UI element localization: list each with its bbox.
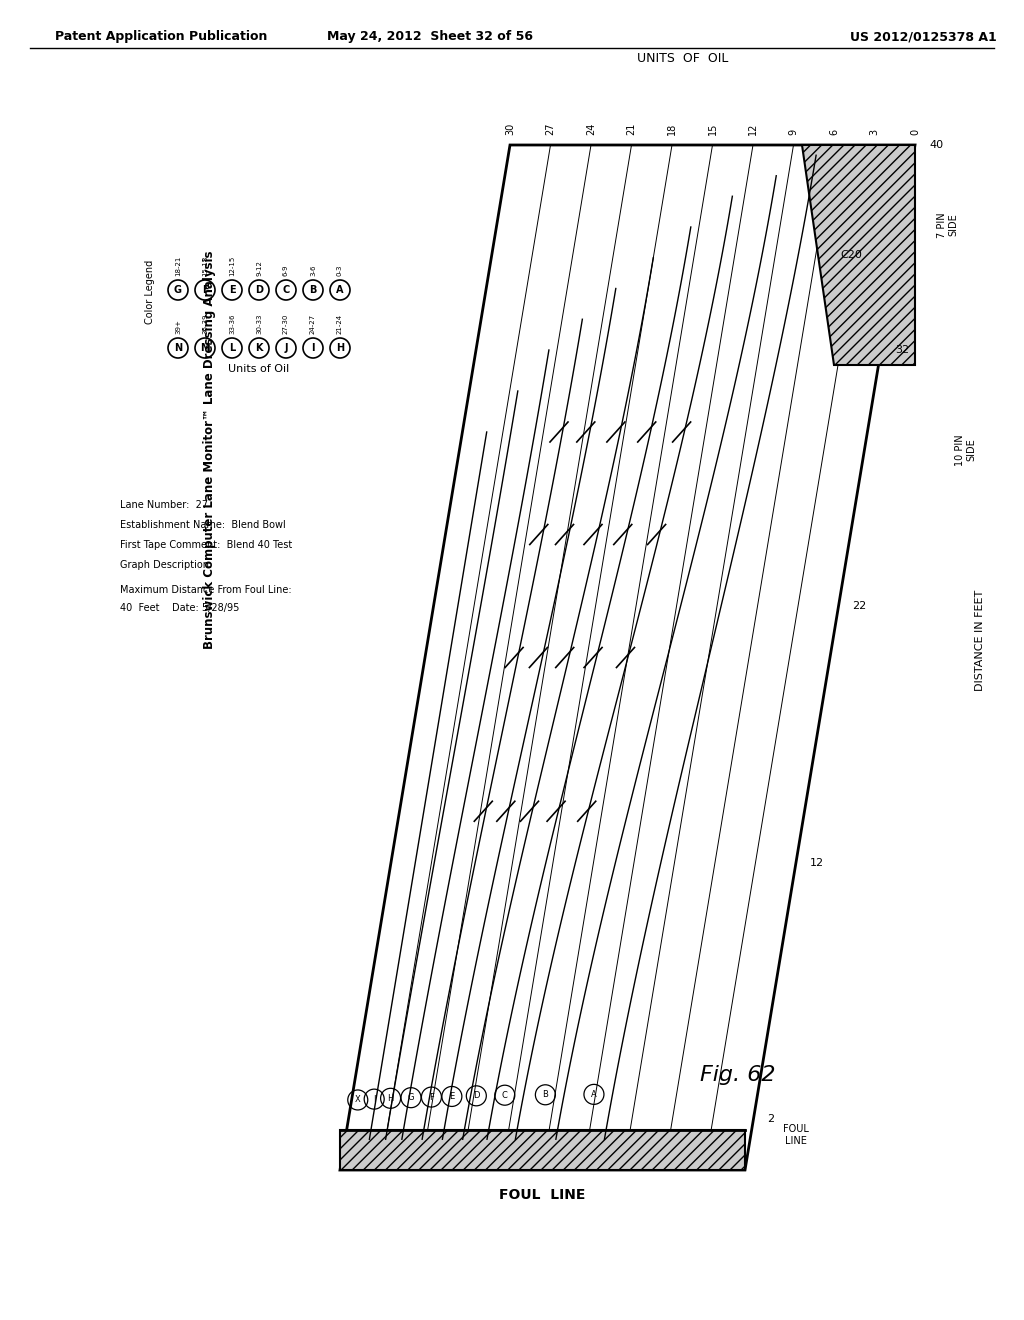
Text: A: A [591,1090,597,1098]
Text: 12-15: 12-15 [229,256,234,276]
Polygon shape [340,145,915,1170]
Text: 12: 12 [810,858,824,867]
Text: 7 PIN
SIDE: 7 PIN SIDE [937,213,958,238]
Text: M: M [200,343,210,352]
Text: B: B [309,285,316,294]
Text: G: G [408,1093,415,1102]
Text: 21: 21 [627,123,637,135]
Text: 21-24: 21-24 [337,314,343,334]
Text: 32: 32 [895,345,909,355]
Text: 24: 24 [586,123,596,135]
Text: 0: 0 [910,129,920,135]
Text: E: E [450,1092,455,1101]
Text: 3-6: 3-6 [310,264,316,276]
Text: 9-12: 9-12 [256,260,262,276]
Text: 9: 9 [788,129,799,135]
Text: Fig. 62: Fig. 62 [700,1065,775,1085]
Text: Patent Application Publication: Patent Application Publication [55,30,267,44]
Polygon shape [340,1130,745,1170]
Text: 30-33: 30-33 [256,314,262,334]
Text: First Tape Comment:  Blend 40 Test: First Tape Comment: Blend 40 Test [120,540,292,550]
Text: C: C [502,1090,508,1100]
Text: I: I [373,1094,376,1104]
Text: 6-9: 6-9 [283,264,289,276]
Text: B: B [543,1090,548,1100]
Text: Units of Oil: Units of Oil [228,364,290,374]
Polygon shape [802,145,915,366]
Text: A: A [336,285,344,294]
Text: 2: 2 [768,1114,774,1123]
Text: 18: 18 [667,123,677,135]
Text: Maximum Distance From Foul Line:: Maximum Distance From Foul Line: [120,585,292,595]
Text: 30: 30 [505,123,515,135]
Text: L: L [229,343,236,352]
Text: UNITS  OF  OIL: UNITS OF OIL [637,51,728,65]
Text: 0-3: 0-3 [337,264,343,276]
Text: H: H [336,343,344,352]
Text: 24-27: 24-27 [310,314,316,334]
Text: 12: 12 [748,123,758,135]
Text: Establishment Name:  Blend Bowl: Establishment Name: Blend Bowl [120,520,286,531]
Text: 27-30: 27-30 [283,314,289,334]
Text: K: K [255,343,263,352]
Text: FOUL
LINE: FOUL LINE [783,1125,809,1146]
Text: 10 PIN
SIDE: 10 PIN SIDE [955,434,977,466]
Text: C: C [283,285,290,294]
Text: X: X [355,1096,360,1105]
Text: N: N [174,343,182,352]
Text: 22: 22 [853,601,866,611]
Text: J: J [285,343,288,352]
Text: I: I [311,343,314,352]
Text: 15: 15 [708,123,718,135]
Text: 3: 3 [869,129,880,135]
Text: Brunswick Computer Lane Monitor™ Lane Dressing Analysis: Brunswick Computer Lane Monitor™ Lane Dr… [204,251,216,649]
Text: 40: 40 [929,140,943,150]
Text: 40  Feet    Date: 5/28/95: 40 Feet Date: 5/28/95 [120,603,240,612]
Text: E: E [228,285,236,294]
Text: Graph Description:: Graph Description: [120,560,218,570]
Text: FOUL  LINE: FOUL LINE [500,1188,586,1203]
Text: Lane Number:  27: Lane Number: 27 [120,500,208,510]
Text: F: F [202,285,208,294]
Text: C20: C20 [840,249,862,260]
Text: Color Legend: Color Legend [145,260,155,325]
Text: 39+: 39+ [175,319,181,334]
Text: 36-39: 36-39 [202,314,208,334]
Text: 18-21: 18-21 [175,256,181,276]
Text: D: D [255,285,263,294]
Text: G: G [174,285,182,294]
Text: 6: 6 [829,129,839,135]
Text: 27: 27 [546,123,555,135]
Text: May 24, 2012  Sheet 32 of 56: May 24, 2012 Sheet 32 of 56 [327,30,534,44]
Text: 33-36: 33-36 [229,314,234,334]
Text: 15-18: 15-18 [202,256,208,276]
Text: D: D [473,1092,479,1101]
Text: US 2012/0125378 A1: US 2012/0125378 A1 [850,30,996,44]
Text: F: F [429,1093,434,1102]
Text: H: H [387,1094,394,1102]
Text: DISTANCE IN FEET: DISTANCE IN FEET [975,589,985,690]
